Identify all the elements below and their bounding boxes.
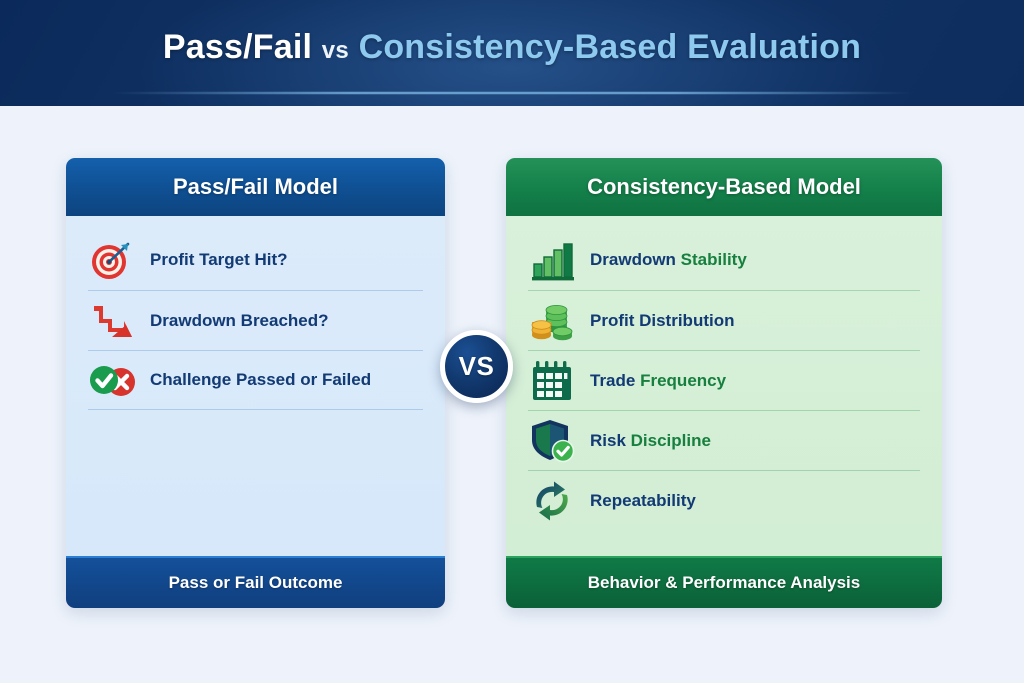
- pass-fail-panel: Pass/Fail Model: [66, 158, 445, 608]
- page-header: Pass/Fail vs Consistency-Based Evaluatio…: [0, 0, 1024, 106]
- title-vs-word: vs: [321, 37, 349, 64]
- check-cross-icon: [88, 356, 136, 404]
- consistency-panel-footer: Behavior & Performance Analysis: [506, 556, 942, 608]
- list-item-label-main: Drawdown Breached?: [150, 310, 329, 330]
- pass-fail-panel-heading: Pass/Fail Model: [66, 158, 445, 216]
- vs-badge: VS: [440, 330, 513, 403]
- list-item-label: Profit Target Hit?: [150, 250, 288, 270]
- list-item-label-main: Trade: [590, 370, 641, 390]
- shield-check-icon: [528, 417, 576, 465]
- list-item-label-accent: Stability: [680, 250, 747, 269]
- list-item-label-main: Drawdown: [590, 250, 681, 269]
- list-item-label-main: Challenge Passed or Failed: [150, 370, 372, 389]
- consistency-panel-heading: Consistency-Based Model: [506, 158, 942, 216]
- title-part-two: Consistency-Based Evaluation: [358, 28, 862, 66]
- calendar-icon: [528, 357, 576, 405]
- pass-fail-panel-body: Profit Target Hit? Drawdown Breached?: [66, 216, 445, 556]
- list-item-label: Trade Frequency: [590, 371, 726, 391]
- list-item[interactable]: Challenge Passed or Failed: [88, 350, 423, 410]
- list-item-label-accent: Discipline: [630, 430, 711, 450]
- list-item[interactable]: Risk Discipline: [528, 410, 920, 470]
- list-item[interactable]: Drawdown Breached?: [88, 290, 423, 350]
- coins-stack-icon: [528, 297, 576, 345]
- vs-badge-label: VS: [458, 351, 495, 381]
- list-item[interactable]: Profit Distribution: [528, 290, 920, 350]
- list-item-label-main: Repeatability: [590, 490, 696, 510]
- refresh-cycle-icon: [528, 477, 576, 525]
- consistency-item-list: Drawdown Stability: [506, 216, 942, 530]
- list-item-label-main: Profit Distribution: [590, 310, 735, 330]
- consistency-panel-body: Drawdown Stability: [506, 216, 942, 556]
- list-item-label-accent: Frequency: [640, 370, 727, 390]
- list-item[interactable]: Repeatability: [528, 470, 920, 530]
- page-title: Pass/Fail vs Consistency-Based Evaluatio…: [0, 28, 1024, 67]
- pass-fail-item-list: Profit Target Hit? Drawdown Breached?: [66, 216, 445, 410]
- list-item-label-main: Risk: [590, 430, 631, 450]
- list-item-label: Drawdown Stability: [590, 250, 747, 270]
- list-item-label: Risk Discipline: [590, 431, 711, 451]
- list-item-label: Repeatability: [590, 491, 696, 511]
- title-part-one: Pass/Fail: [162, 28, 313, 66]
- list-item-label: Challenge Passed or Failed: [150, 370, 371, 390]
- consistency-panel: Consistency-Based Model Drawdown Stabili…: [506, 158, 942, 608]
- pass-fail-panel-footer: Pass or Fail Outcome: [66, 556, 445, 608]
- list-item-label-main: Profit Target Hit?: [150, 250, 288, 269]
- list-item[interactable]: Profit Target Hit?: [88, 230, 423, 290]
- list-item-label: Profit Distribution: [590, 311, 734, 331]
- list-item-label: Drawdown Breached?: [150, 311, 329, 331]
- list-item[interactable]: Trade Frequency: [528, 350, 920, 410]
- red-down-arrow-icon: [88, 297, 136, 345]
- bar-chart-icon: [528, 236, 576, 284]
- list-item[interactable]: Drawdown Stability: [528, 230, 920, 290]
- target-arrow-icon: [88, 236, 136, 284]
